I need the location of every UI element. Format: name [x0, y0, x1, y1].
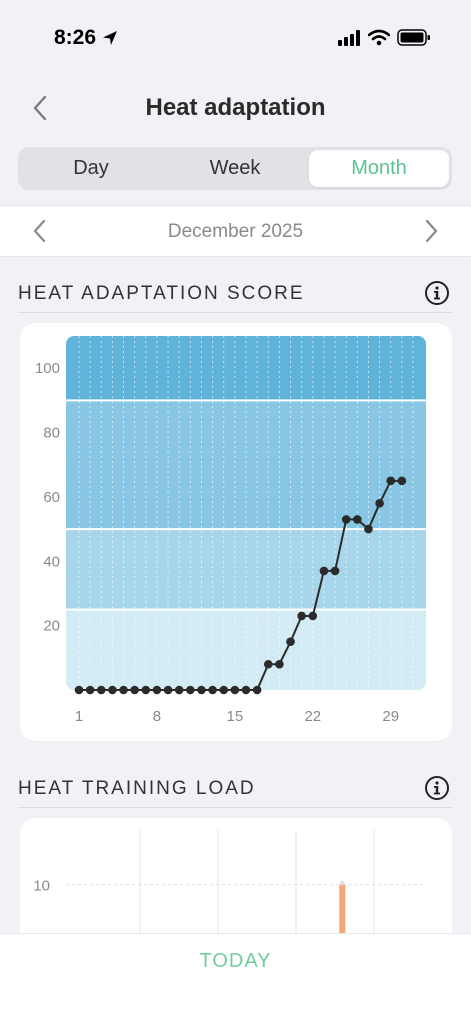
y-tick-label: 100	[35, 360, 60, 377]
score-point	[186, 685, 195, 695]
back-chevron-icon[interactable]	[26, 94, 54, 122]
x-tick-label: 8	[153, 708, 161, 725]
status-bar: 8:26	[0, 0, 471, 70]
status-time: 8:26	[54, 26, 97, 49]
chevron-left-icon[interactable]	[28, 218, 52, 244]
score-point	[85, 685, 95, 695]
tab-month[interactable]: Month	[309, 150, 449, 187]
score-point	[353, 515, 362, 524]
score-point	[275, 659, 284, 669]
score-point	[96, 685, 106, 695]
page-title: Heat adaptation	[145, 94, 326, 121]
score-point	[308, 611, 318, 621]
info-icon[interactable]	[424, 775, 450, 801]
x-tick-label: 29	[382, 708, 399, 725]
score-point	[319, 566, 329, 576]
score-point	[163, 685, 173, 695]
cellular-signal-icon	[338, 30, 360, 46]
score-point	[241, 685, 251, 695]
score-point	[152, 685, 162, 695]
score-point	[219, 685, 229, 695]
wifi-icon	[368, 29, 390, 46]
score-point	[375, 499, 384, 508]
load-section-title: HEAT TRAINING LOAD	[18, 778, 256, 799]
score-point	[397, 476, 407, 486]
period-segmented-control: Day Week Month	[18, 147, 452, 190]
chevron-right-icon[interactable]	[419, 218, 443, 244]
zone-band-3	[66, 336, 426, 401]
score-point	[141, 685, 151, 695]
score-chart: 20 40 60 80 100 1 8 15 22 29	[35, 336, 426, 725]
score-point	[119, 685, 128, 695]
x-tick-label: 1	[75, 708, 83, 725]
y-tick-label: 40	[43, 553, 60, 570]
score-point	[286, 637, 295, 647]
tab-week[interactable]: Week	[209, 157, 261, 179]
score-point	[130, 685, 139, 695]
score-point	[330, 566, 340, 576]
y-tick-label: 80	[43, 425, 60, 442]
score-point	[341, 515, 351, 524]
info-icon[interactable]	[424, 280, 450, 306]
x-tick-label: 22	[304, 708, 321, 725]
zone-band-2	[66, 400, 426, 530]
month-selector: December 2025	[0, 205, 471, 257]
score-section-header: HEAT ADAPTATION SCORE	[18, 273, 452, 313]
score-point	[386, 476, 396, 486]
score-point	[230, 685, 240, 695]
tab-day[interactable]: Day	[73, 157, 109, 179]
score-section-title: HEAT ADAPTATION SCORE	[18, 283, 305, 304]
y-tick-label: 60	[43, 489, 60, 506]
month-label: December 2025	[167, 221, 304, 242]
y-tick-label: 10	[33, 878, 50, 895]
score-point	[174, 685, 184, 695]
score-point	[108, 685, 117, 695]
today-button[interactable]: TODAY	[199, 950, 272, 972]
load-bar	[339, 884, 346, 978]
score-point	[297, 611, 306, 621]
score-point	[263, 659, 273, 669]
bottom-bar: TODAY	[0, 933, 471, 1024]
location-arrow-icon	[103, 31, 117, 45]
score-point	[252, 685, 262, 695]
plot-area	[66, 336, 426, 690]
load-section-header: HEAT TRAINING LOAD	[18, 768, 452, 808]
score-point	[197, 685, 206, 695]
x-tick-label: 15	[227, 708, 244, 725]
score-point	[74, 685, 84, 695]
score-point	[208, 685, 217, 695]
y-tick-label: 20	[43, 618, 60, 635]
score-chart-card: 20 40 60 80 100 1 8 15 22 29	[20, 323, 452, 741]
score-point	[364, 524, 373, 534]
load-bar-cap	[339, 880, 345, 886]
battery-icon	[397, 29, 430, 46]
nav-bar: Heat adaptation	[0, 70, 471, 140]
